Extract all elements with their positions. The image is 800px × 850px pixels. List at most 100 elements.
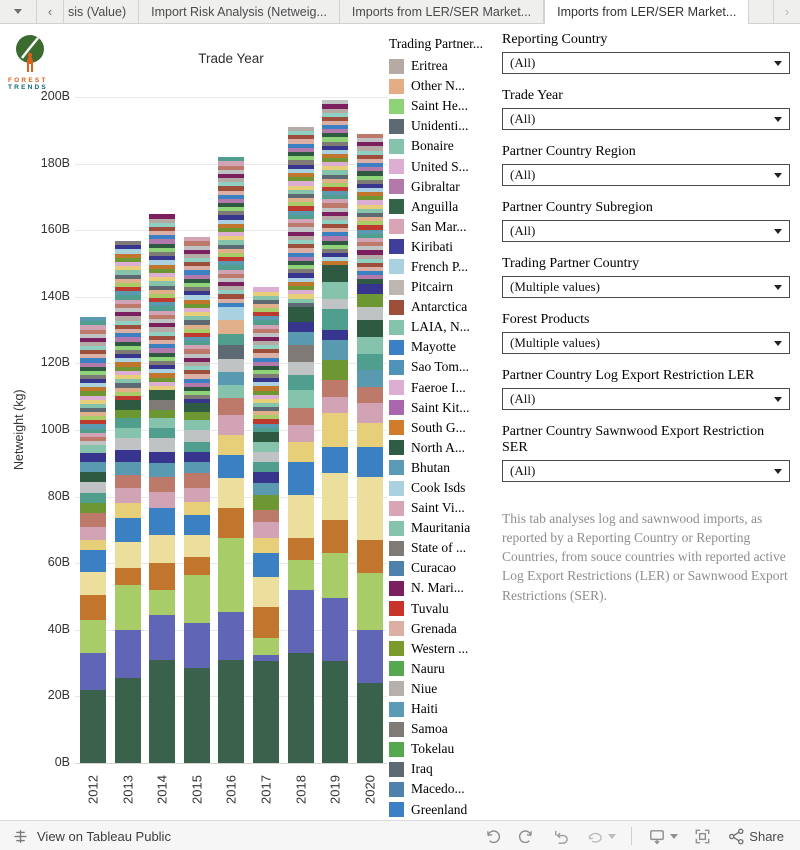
- bar-segment[interactable]: [114, 333, 141, 338]
- bar-segment[interactable]: [149, 463, 176, 477]
- bar-segment[interactable]: [253, 419, 279, 424]
- bar-segment[interactable]: [322, 519, 349, 554]
- bar-segment[interactable]: [253, 386, 279, 391]
- bar-segment[interactable]: [149, 247, 176, 252]
- bar-segment[interactable]: [149, 410, 176, 419]
- bar-segment[interactable]: [287, 139, 314, 144]
- filter-select[interactable]: (All): [502, 460, 790, 482]
- bar-segment[interactable]: [253, 341, 279, 346]
- bar-segment[interactable]: [114, 241, 141, 246]
- bar-segment[interactable]: [114, 278, 141, 283]
- bar-segment[interactable]: [114, 475, 141, 489]
- bar-segment[interactable]: [356, 336, 383, 354]
- tab-import-risk-analysis[interactable]: Import Risk Analysis (Netweig...: [139, 0, 340, 23]
- bar-segment[interactable]: [183, 324, 210, 329]
- bar-segment[interactable]: [218, 265, 245, 270]
- bar-segment[interactable]: [149, 214, 176, 219]
- bar-segment[interactable]: [287, 277, 314, 282]
- bar-segment[interactable]: [287, 331, 314, 346]
- bar-segment[interactable]: [287, 298, 314, 303]
- bar-segment[interactable]: [80, 350, 106, 355]
- bar-segment[interactable]: [80, 619, 106, 654]
- bar-segment[interactable]: [322, 228, 349, 233]
- legend-item[interactable]: United S...: [389, 156, 497, 176]
- bar-segment[interactable]: [218, 219, 245, 224]
- bar-segment[interactable]: [287, 441, 314, 462]
- bar-segment[interactable]: [80, 549, 106, 572]
- bar-segment[interactable]: [253, 553, 279, 577]
- bar-segment[interactable]: [149, 243, 176, 248]
- filter-select[interactable]: (All): [502, 164, 790, 186]
- bar-segment[interactable]: [287, 168, 314, 173]
- bar-segment[interactable]: [253, 328, 279, 333]
- bar-segment[interactable]: [149, 310, 176, 315]
- bar-segment[interactable]: [253, 654, 279, 662]
- bar-segment[interactable]: [80, 387, 106, 392]
- legend-item[interactable]: Western ...: [389, 639, 497, 659]
- bar-segment[interactable]: [218, 165, 245, 170]
- bar-segment[interactable]: [149, 400, 176, 411]
- bar-segment[interactable]: [356, 200, 383, 205]
- bar-segment[interactable]: [253, 332, 279, 337]
- bar-segment[interactable]: [183, 258, 210, 263]
- bar-segment[interactable]: [253, 661, 279, 763]
- bar-segment[interactable]: [356, 386, 383, 404]
- bar-segment[interactable]: [322, 224, 349, 229]
- legend-item[interactable]: Cook Isds: [389, 478, 497, 498]
- bar-segment[interactable]: [218, 290, 245, 295]
- bar-segment[interactable]: [80, 424, 106, 429]
- bar-segment[interactable]: [287, 260, 314, 266]
- bar-segment[interactable]: [114, 253, 141, 258]
- bar-segment[interactable]: [149, 226, 176, 232]
- bar-segment[interactable]: [183, 341, 210, 346]
- bar-segment[interactable]: [80, 513, 106, 527]
- bar-segment[interactable]: [183, 411, 210, 421]
- bar-segment[interactable]: [356, 175, 383, 180]
- bar-2019[interactable]: [322, 100, 349, 763]
- filter-select[interactable]: (All): [502, 52, 790, 74]
- legend-item[interactable]: N. Mari...: [389, 578, 497, 598]
- bar-segment[interactable]: [356, 221, 383, 226]
- bar-segment[interactable]: [287, 461, 314, 495]
- bar-segment[interactable]: [287, 131, 314, 136]
- bar-segment[interactable]: [322, 308, 349, 331]
- bar-segment[interactable]: [80, 407, 106, 413]
- bar-segment[interactable]: [322, 244, 349, 249]
- bar-segment[interactable]: [149, 298, 176, 303]
- bar-segment[interactable]: [218, 178, 245, 183]
- bar-2017[interactable]: [253, 287, 279, 763]
- legend-item[interactable]: State of ...: [389, 538, 497, 558]
- bar-segment[interactable]: [183, 534, 210, 557]
- bar-segment[interactable]: [114, 488, 141, 504]
- bar-segment[interactable]: [287, 321, 314, 332]
- bar-segment[interactable]: [322, 553, 349, 599]
- bar-segment[interactable]: [253, 510, 279, 522]
- bar-segment[interactable]: [322, 248, 349, 253]
- bar-segment[interactable]: [218, 211, 245, 216]
- bar-segment[interactable]: [322, 446, 349, 474]
- bar-segment[interactable]: [149, 289, 176, 294]
- bar-segment[interactable]: [322, 125, 349, 130]
- bar-segment[interactable]: [149, 344, 176, 349]
- bar-segment[interactable]: [356, 258, 383, 263]
- bar-segment[interactable]: [149, 268, 176, 273]
- bar-segment[interactable]: [183, 332, 210, 337]
- bar-segment[interactable]: [183, 299, 210, 304]
- bar-segment[interactable]: [114, 312, 141, 317]
- bar-segment[interactable]: [322, 298, 349, 309]
- bar-segment[interactable]: [287, 210, 314, 215]
- bar-segment[interactable]: [218, 273, 245, 278]
- bar-segment[interactable]: [322, 149, 349, 154]
- bar-segment[interactable]: [287, 589, 314, 654]
- bar-segment[interactable]: [218, 169, 245, 174]
- bar-segment[interactable]: [183, 274, 210, 279]
- bar-segment[interactable]: [183, 241, 210, 246]
- bar-segment[interactable]: [149, 231, 176, 236]
- bar-segment[interactable]: [322, 236, 349, 241]
- legend-item[interactable]: Curacao: [389, 558, 497, 578]
- bar-segment[interactable]: [356, 217, 383, 222]
- bar-segment[interactable]: [218, 345, 245, 359]
- bar-segment[interactable]: [80, 432, 106, 437]
- bar-segment[interactable]: [149, 365, 176, 370]
- bar-segment[interactable]: [322, 219, 349, 225]
